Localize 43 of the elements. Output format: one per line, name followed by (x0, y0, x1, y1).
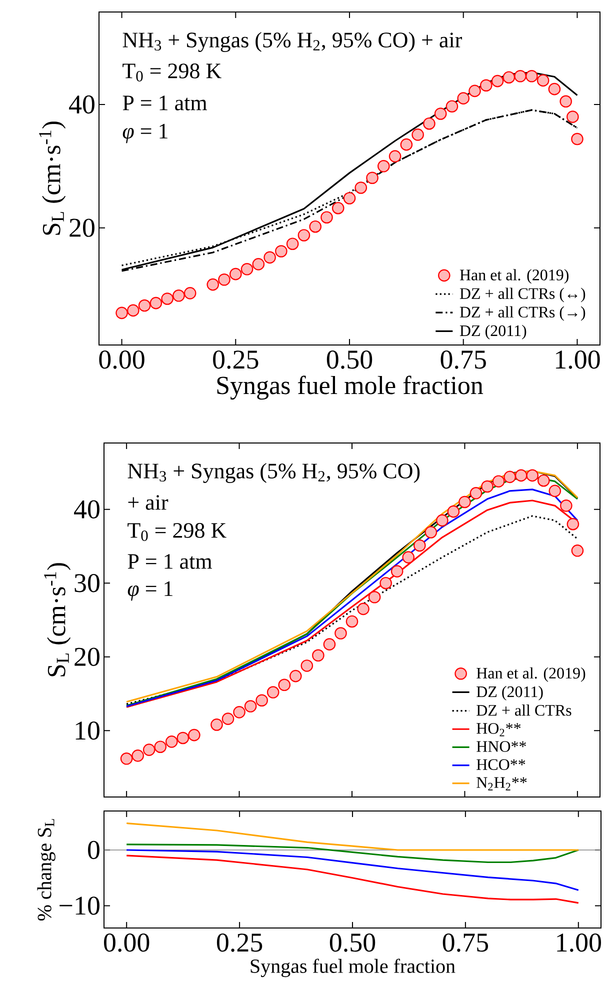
x-tick-label: 1.00 (556, 350, 600, 369)
y-axis-title: S$_{L}$ (cm·s$^{-1}$) (44, 563, 71, 676)
y-tick-label: −10 (60, 896, 100, 915)
legend-label: DZ + all CTRs (↔) (460, 288, 586, 302)
y-tick-label: 40 (69, 95, 94, 114)
annotation: P = 1 atm (122, 96, 207, 110)
legend-label: Han et al. (2019) (476, 667, 586, 682)
annotation: T$_{0}$ = 298 K (122, 64, 222, 82)
x-axis-title: Syngas fuel mole fraction (217, 376, 484, 400)
annotation: + air (128, 495, 168, 510)
y-tick-label: 40 (74, 500, 100, 518)
annotation: φ = 1 (122, 124, 168, 144)
y-axis-title: % change S$_{L}$ (37, 819, 56, 921)
x-tick-label: 0.00 (99, 350, 144, 369)
legend-label: DZ + all CTRs (→) (460, 306, 586, 321)
x-axis-title: Syngas fuel mole fraction (250, 958, 456, 978)
legend-label: HNO** (476, 741, 526, 752)
y-tick-label: 20 (74, 648, 100, 666)
x-tick-label: 0.00 (104, 934, 150, 952)
annotation: NH$_{3}$ + Syngas (5% H$_{2}$, 95% CO) (128, 462, 420, 483)
y-tick-label: 20 (70, 218, 94, 237)
legend-label: N$_{2}$H$_{2}$** (476, 777, 527, 790)
x-tick-label: 0.25 (213, 350, 258, 369)
y-tick-label: 30 (74, 574, 100, 592)
legend-label: Han et al. (2019) (460, 269, 568, 284)
annotation: P = 1 atm (128, 554, 212, 569)
legend-label: DZ (2011) (476, 686, 543, 700)
x-tick-label: 0.25 (216, 934, 262, 952)
x-tick-label: 1.00 (557, 934, 601, 952)
x-tick-label: 0.75 (442, 934, 488, 952)
y-axis-title: S$_{L}$ (cm·s$^{-1}$) (39, 122, 66, 235)
annotation: T$_{0}$ = 298 K (128, 523, 226, 541)
y-tick-label: 10 (76, 722, 100, 740)
legend-label: DZ (2011) (460, 324, 526, 340)
annotation: NH$_{3}$ + Syngas (5% H$_{2}$, 95% CO) + air (122, 32, 462, 52)
x-tick-label: 0.50 (326, 350, 372, 369)
legend-label: HO$_{2}$** (476, 723, 521, 736)
annotation: φ = 1 (128, 581, 172, 601)
legend-label: DZ + all CTRs (476, 704, 572, 716)
legend-label: HCO** (476, 759, 526, 770)
y-tick-label: 0 (88, 840, 100, 860)
x-tick-label: 0.50 (330, 934, 376, 952)
x-tick-label: 0.75 (440, 350, 486, 369)
